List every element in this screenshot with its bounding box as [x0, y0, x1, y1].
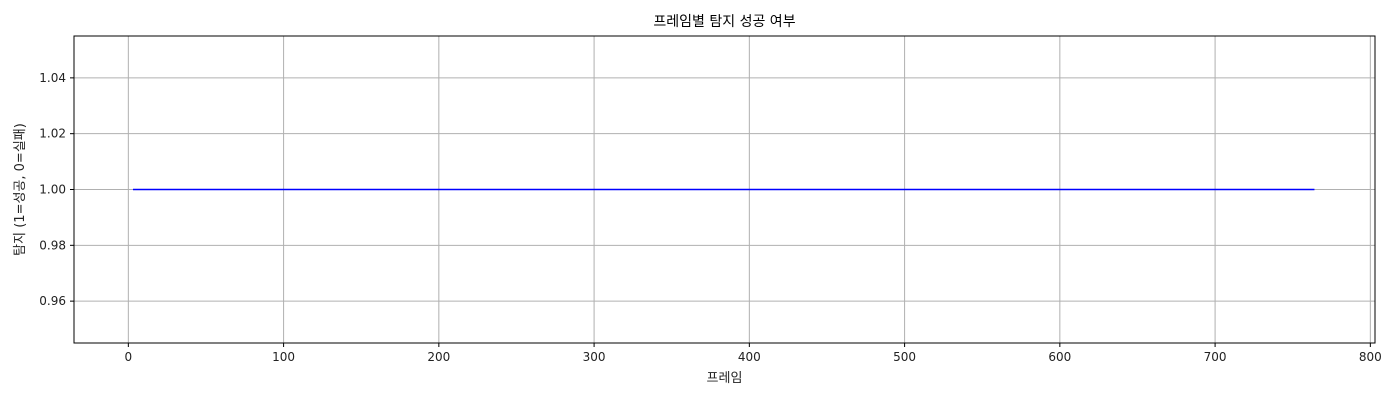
x-tick-label: 600 — [1048, 350, 1071, 364]
x-tick-label: 100 — [272, 350, 295, 364]
y-tick-label: 1.04 — [39, 71, 66, 85]
y-tick-label: 1.00 — [39, 183, 66, 197]
chart-title: 프레임별 탐지 성공 여부 — [653, 14, 795, 30]
x-axis-ticks: 0 100 200 300 400 500 600 700 800 — [125, 343, 1382, 364]
x-tick-label: 300 — [583, 350, 606, 364]
y-axis-label: 탐지 (1=성공, 0=실패) — [13, 123, 28, 256]
y-tick-label: 1.02 — [39, 127, 66, 141]
x-tick-label: 400 — [738, 350, 761, 364]
x-tick-label: 200 — [427, 350, 450, 364]
y-axis-ticks: 0.96 0.98 1.00 1.02 1.04 — [39, 71, 74, 308]
y-tick-label: 0.98 — [39, 238, 66, 252]
y-tick-label: 0.96 — [39, 294, 66, 308]
x-tick-label: 500 — [893, 350, 916, 364]
x-axis-label: 프레임 — [707, 371, 743, 386]
x-tick-label: 0 — [125, 350, 133, 364]
x-tick-label: 800 — [1359, 350, 1382, 364]
x-tick-label: 700 — [1204, 350, 1227, 364]
